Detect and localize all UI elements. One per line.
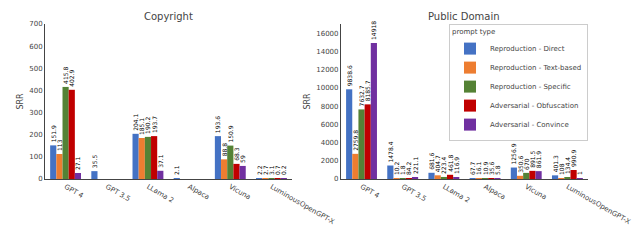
- svg-text:401.3: 401.3: [552, 155, 559, 172]
- svg-text:Vicuna: Vicuna: [523, 183, 547, 202]
- svg-text:GPT 3.5: GPT 3.5: [104, 183, 132, 204]
- svg-text:14918: 14918: [370, 21, 377, 40]
- svg-text:10.9: 10.9: [482, 161, 489, 175]
- svg-text:prompt type: prompt type: [452, 28, 495, 36]
- svg-text:Alpaca: Alpaca: [186, 183, 210, 202]
- svg-text:6000: 6000: [321, 121, 339, 129]
- svg-text:861.9: 861.9: [535, 151, 542, 168]
- svg-text:402.9: 402.9: [68, 69, 75, 86]
- svg-text:2.1: 2.1: [173, 165, 180, 175]
- svg-text:LuminousOpenGPT-X: LuminousOpenGPT-X: [269, 183, 336, 226]
- svg-text:8185.7: 8185.7: [364, 80, 371, 101]
- svg-text:7632.7: 7632.7: [358, 85, 365, 106]
- svg-text:27.1: 27.1: [74, 156, 81, 170]
- svg-text:1.8: 1.8: [399, 165, 406, 175]
- svg-text:221.1: 221.1: [412, 157, 419, 174]
- svg-text:9838.6: 9838.6: [346, 65, 353, 86]
- svg-text:200: 200: [29, 131, 42, 139]
- svg-text:8000: 8000: [321, 103, 339, 111]
- svg-text:204.1: 204.1: [132, 113, 139, 130]
- svg-text:2.7: 2.7: [262, 165, 269, 175]
- svg-text:Reproduction - Direct: Reproduction - Direct: [490, 45, 565, 53]
- svg-text:Adversarial - Convince: Adversarial - Convince: [490, 121, 569, 129]
- svg-text:2759.8: 2759.8: [352, 130, 359, 151]
- svg-text:1: 1: [576, 171, 583, 175]
- svg-text:14000: 14000: [316, 48, 338, 56]
- svg-text:681.6: 681.6: [428, 152, 435, 169]
- svg-text:300: 300: [29, 109, 42, 117]
- svg-text:891.5: 891.5: [529, 151, 536, 168]
- svg-text:0: 0: [334, 175, 338, 183]
- svg-text:185.1: 185.1: [138, 118, 145, 135]
- svg-text:LLama 2: LLama 2: [145, 183, 175, 205]
- svg-text:Copyright: Copyright: [144, 11, 193, 22]
- svg-text:10000: 10000: [316, 84, 338, 92]
- svg-text:100: 100: [29, 153, 42, 161]
- svg-text:10.2: 10.2: [393, 161, 400, 175]
- svg-text:16000: 16000: [316, 30, 338, 38]
- svg-text:415.8: 415.8: [62, 67, 69, 84]
- svg-text:SRR: SRR: [16, 93, 25, 110]
- svg-text:404.7: 404.7: [434, 155, 441, 172]
- svg-text:400: 400: [29, 87, 42, 95]
- svg-text:59: 59: [239, 155, 246, 163]
- svg-text:68.3: 68.3: [233, 147, 240, 161]
- svg-text:193.7: 193.7: [151, 116, 158, 133]
- svg-text:1478.4: 1478.4: [387, 141, 394, 162]
- svg-text:600: 600: [29, 43, 42, 51]
- svg-text:Alpaca: Alpaca: [482, 183, 506, 202]
- svg-text:Adversarial - Obfuscation: Adversarial - Obfuscation: [490, 102, 578, 110]
- svg-text:223.4: 223.4: [440, 157, 447, 174]
- svg-text:2000: 2000: [321, 157, 339, 165]
- svg-text:500: 500: [29, 65, 42, 73]
- svg-text:1256.9: 1256.9: [510, 143, 517, 164]
- svg-text:GPT 4: GPT 4: [359, 183, 381, 201]
- svg-text:Public Domain: Public Domain: [428, 11, 500, 22]
- svg-text:0: 0: [38, 175, 42, 183]
- svg-text:151.9: 151.9: [50, 125, 57, 142]
- svg-text:190.2: 190.2: [144, 117, 151, 134]
- svg-text:SRR: SRR: [303, 93, 312, 110]
- svg-text:37.1: 37.1: [157, 154, 164, 168]
- svg-text:116.9: 116.9: [453, 157, 460, 174]
- svg-text:LLama 2: LLama 2: [441, 183, 471, 205]
- svg-text:84.2: 84.2: [405, 161, 412, 175]
- svg-text:0.7: 0.7: [274, 165, 281, 175]
- svg-text:990.9: 990.9: [570, 150, 577, 167]
- svg-text:12000: 12000: [316, 66, 338, 74]
- svg-text:Reproduction - Text-based: Reproduction - Text-based: [490, 64, 581, 72]
- svg-text:Vicuna: Vicuna: [228, 183, 252, 202]
- svg-text:113: 113: [56, 139, 63, 151]
- svg-text:461.8: 461.8: [447, 154, 454, 171]
- svg-text:GPT 3.5: GPT 3.5: [400, 183, 428, 204]
- svg-text:4000: 4000: [321, 139, 339, 147]
- svg-text:35.5: 35.5: [91, 155, 98, 169]
- svg-text:5.8: 5.8: [494, 165, 501, 175]
- svg-text:350.6: 350.6: [517, 155, 524, 172]
- svg-text:16.1: 16.1: [475, 161, 482, 175]
- svg-text:LuminousOpenGPT-X: LuminousOpenGPT-X: [565, 183, 632, 226]
- svg-text:3.1: 3.1: [268, 165, 275, 175]
- svg-text:108: 108: [558, 163, 565, 175]
- svg-text:35.6: 35.6: [488, 161, 495, 175]
- svg-text:700: 700: [29, 20, 42, 28]
- svg-text:88.8: 88.8: [221, 143, 228, 157]
- svg-text:GPT 4: GPT 4: [63, 183, 85, 201]
- svg-text:193.6: 193.6: [214, 116, 221, 133]
- svg-text:0.2: 0.2: [280, 165, 287, 175]
- svg-text:150.9: 150.9: [227, 125, 234, 142]
- svg-text:134.4: 134.4: [564, 157, 571, 174]
- svg-text:670: 670: [523, 158, 530, 170]
- svg-text:Reproduction - Specific: Reproduction - Specific: [490, 83, 571, 91]
- svg-text:2.2: 2.2: [256, 165, 263, 175]
- svg-text:67.7: 67.7: [469, 161, 476, 175]
